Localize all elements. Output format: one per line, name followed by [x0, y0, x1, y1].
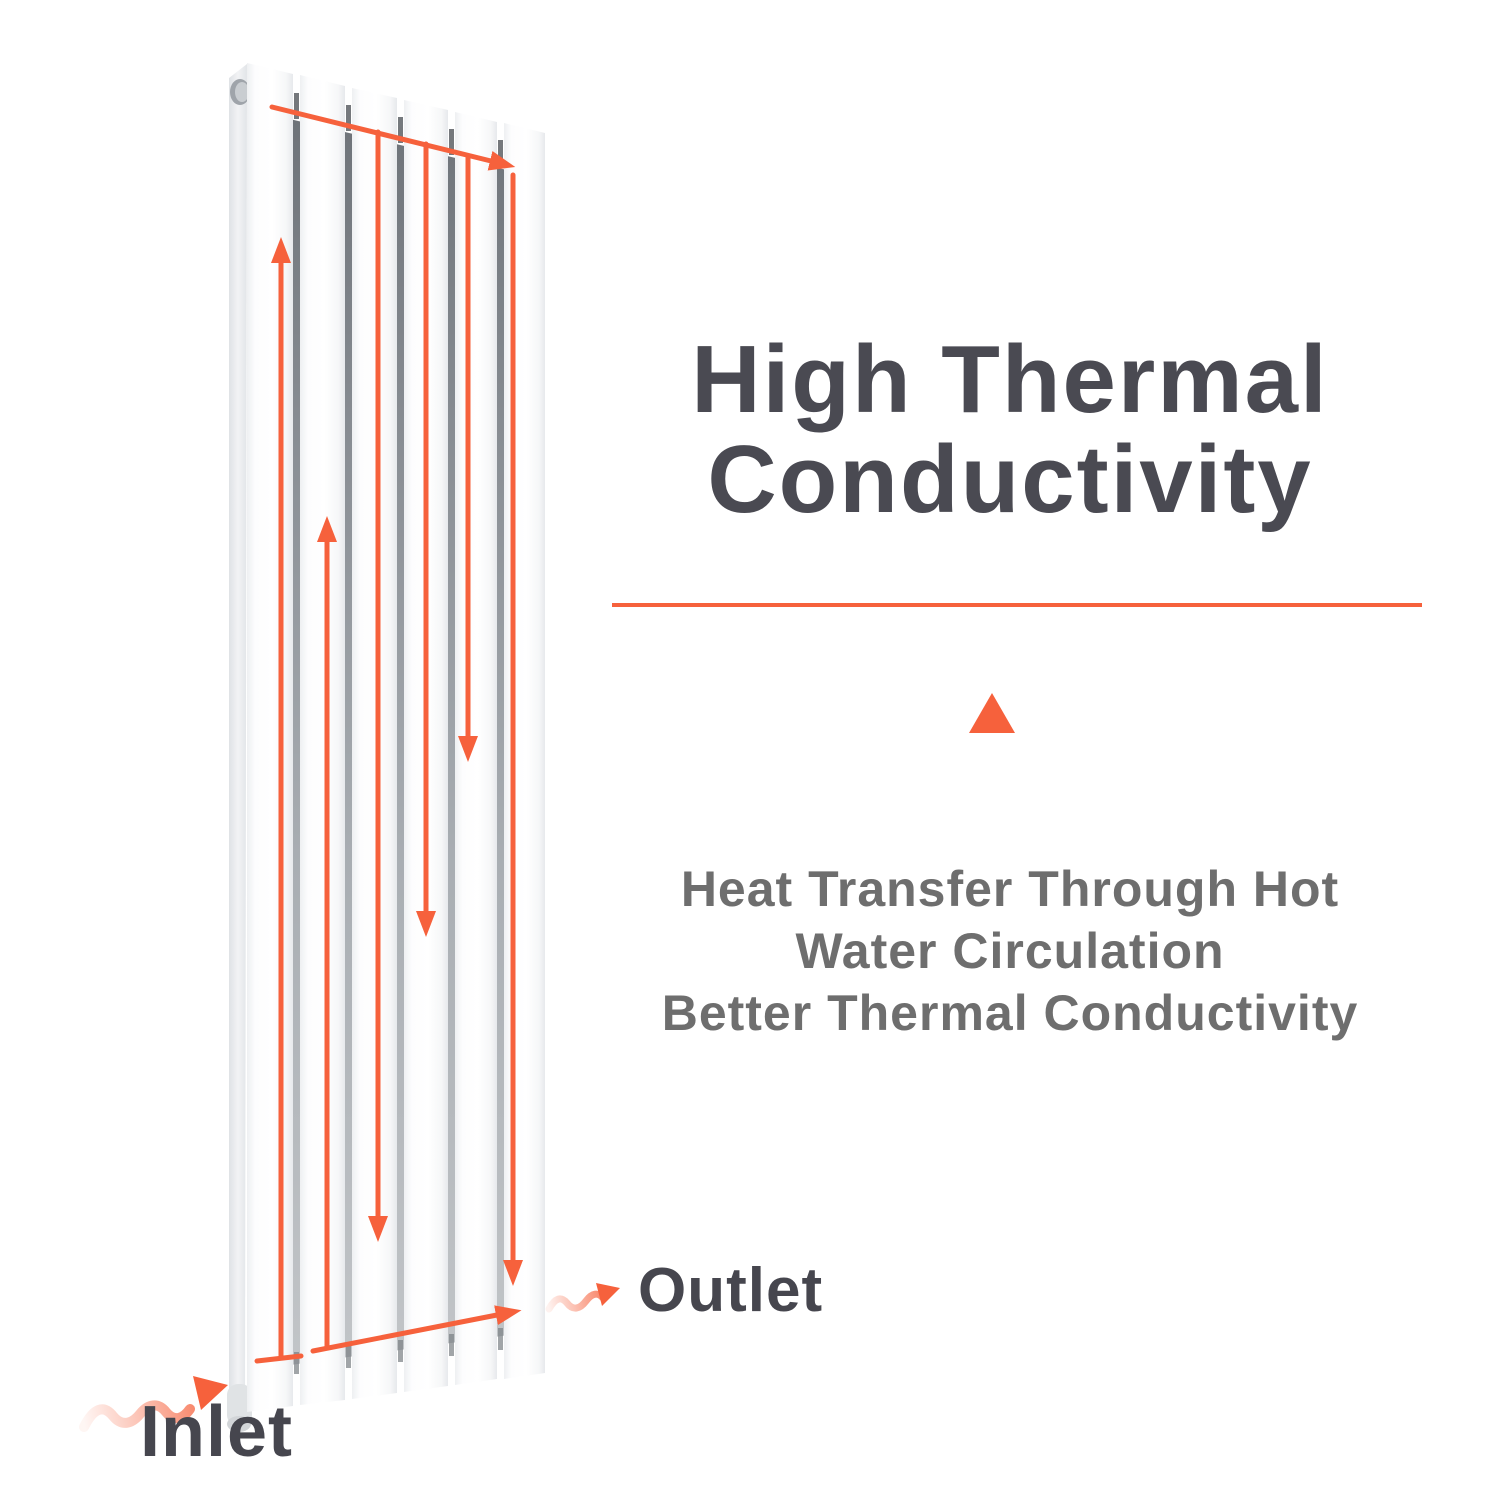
air-vent-cap-inner [235, 82, 249, 102]
page-title: High Thermal Conductivity [560, 330, 1460, 530]
radiator-panel-1 [247, 63, 293, 1412]
description-text: Heat Transfer Through Hot Water Circulat… [535, 858, 1485, 1044]
triangle-up-icon [969, 693, 1015, 733]
radiator-panel-3 [352, 88, 397, 1399]
inlet-arrowhead [193, 1376, 228, 1410]
bottom-valve-cap [227, 1416, 251, 1432]
radiator-panel-6 [504, 123, 545, 1379]
inlet-label: Inlet [140, 1392, 294, 1472]
page-title-line2: Conductivity [707, 426, 1313, 533]
outlet-label: Outlet [638, 1256, 824, 1325]
outlet-wave [545, 1290, 607, 1313]
outlet-arrowhead [596, 1283, 620, 1306]
radiator-side-face [229, 64, 247, 1421]
flow-arrow-bottom-diagonal [310, 1305, 522, 1354]
flow-connector-bottom-left [254, 1353, 304, 1364]
inlet-wave [79, 1400, 195, 1432]
flow-path-arrows [254, 104, 523, 1364]
bottom-valve [227, 1384, 252, 1426]
radiator-panel-5 [455, 112, 497, 1385]
description-line2: Water Circulation [795, 923, 1225, 979]
gap-bottom-notches [294, 1328, 503, 1374]
outlet-flow-arrow [545, 1283, 620, 1313]
divider-line [612, 603, 1422, 607]
radiator-panel-2 [300, 75, 345, 1405]
page-title-line1: High Thermal [691, 326, 1329, 433]
flow-arrow-top-diagonal [269, 104, 516, 171]
description-line1: Heat Transfer Through Hot [680, 861, 1340, 917]
radiator-body [227, 63, 545, 1432]
inlet-flow-arrow [79, 1376, 228, 1432]
description-line3: Better Thermal Conductivity [661, 985, 1359, 1041]
